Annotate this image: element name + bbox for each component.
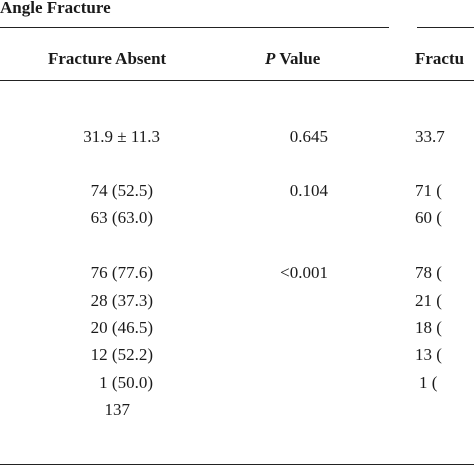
table-cell-absent: 1 (50.0)	[99, 373, 153, 392]
header-rule	[0, 80, 474, 81]
header-fracture-absent: Fracture Absent	[48, 49, 167, 68]
group-underline	[0, 27, 389, 28]
table-cell-absent: 63 (63.0)	[90, 208, 153, 227]
table-cell-absent: 31.9 ± 11.3	[83, 127, 160, 146]
table-cell-present: 33.7	[415, 127, 445, 146]
table-cell-absent: 76 (77.6)	[90, 263, 153, 282]
table-cell-present: 71 (	[415, 181, 442, 200]
table-cell-p: <0.001	[280, 263, 328, 282]
table-cell-present: 13 (	[415, 345, 442, 364]
table-cell-present: 1 (	[419, 373, 438, 392]
table-cell-absent-total: 137	[104, 400, 131, 419]
table-cell-present: 60 (	[415, 208, 442, 227]
group-underline-right	[417, 27, 474, 28]
table-cell-absent: 28 (37.3)	[90, 291, 153, 310]
header-p-italic: P	[265, 49, 276, 68]
table-cell-p: 0.104	[289, 181, 328, 200]
table-cell-present: 18 (	[415, 318, 442, 337]
bottom-rule	[0, 464, 474, 465]
header-fracture-present: Fractu	[415, 49, 465, 68]
table-cell-absent: 20 (46.5)	[90, 318, 153, 337]
table-cell-absent: 12 (52.2)	[90, 345, 153, 364]
table-cell-p: 0.645	[289, 127, 328, 146]
table-cell-present: 78 (	[415, 263, 442, 282]
table-cell-present: 21 (	[415, 291, 442, 310]
table-cell-absent: 74 (52.5)	[90, 181, 153, 200]
header-value-text: Value	[275, 49, 321, 68]
group-title: Angle Fracture	[0, 0, 111, 17]
header-p-value: P Value	[265, 49, 320, 69]
